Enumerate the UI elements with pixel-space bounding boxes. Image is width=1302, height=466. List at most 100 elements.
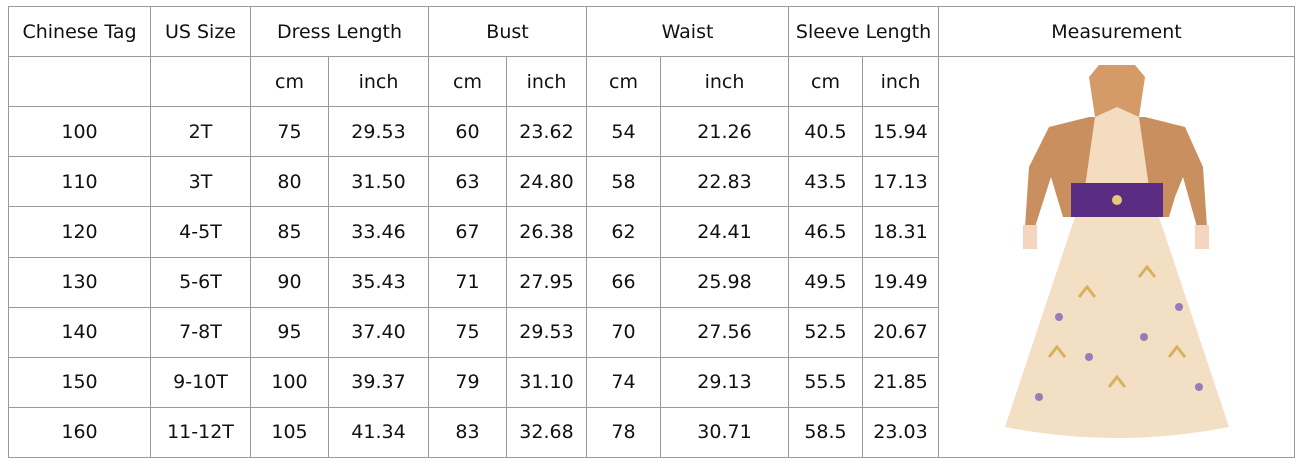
data-cell: 49.5	[788, 256, 863, 308]
data-cell: 41.34	[328, 406, 429, 459]
table-row: cm inch cm inch cm inch cm inch	[8, 55, 1296, 458]
unit-cell: cm	[586, 55, 661, 108]
data-cell: 7-8T	[150, 306, 251, 358]
dress-image	[1005, 65, 1230, 438]
header-cell: Waist	[586, 6, 789, 57]
header-cell: Dress Length	[250, 6, 429, 57]
data-cell: 79	[428, 356, 507, 408]
unit-cell: cm	[250, 55, 329, 108]
data-cell: 160	[8, 406, 151, 459]
cuff-left	[1023, 225, 1038, 249]
unit-cell: cm	[788, 55, 863, 108]
collar	[1089, 65, 1146, 117]
data-cell: 19.49	[861, 256, 940, 308]
data-cell: 32.68	[506, 406, 587, 459]
data-cell: 95	[250, 306, 329, 358]
table-row: Chinese Tag US Size Dress Length Bust Waist S…	[8, 6, 1296, 57]
data-cell: 71	[428, 256, 507, 308]
sash-ornament	[1112, 195, 1123, 205]
data-cell: 22.83	[660, 156, 789, 208]
data-cell: 33.46	[328, 206, 429, 258]
unit-cell: inch	[861, 55, 940, 108]
unit-cell: cm	[428, 55, 507, 108]
data-cell: 3T	[150, 156, 251, 208]
data-cell: 37.40	[328, 306, 429, 358]
data-cell: 70	[586, 306, 661, 358]
bodice	[1085, 107, 1150, 187]
cuff-right	[1195, 225, 1210, 249]
table-row: 150 9-10T 100 39.37 79 31.10 74 29.13 55.5 21.85	[8, 356, 1295, 408]
data-cell: 58	[586, 156, 661, 208]
data-cell: 120	[8, 206, 151, 258]
table-row: 140 7-8T 95 37.40 75 29.53 70 27.56 52.5 20.67	[8, 306, 1295, 358]
data-cell: 63	[428, 156, 507, 208]
data-cell: 31.10	[506, 356, 587, 408]
data-cell: 40.5	[788, 106, 863, 158]
data-cell: 21.26	[660, 106, 789, 158]
unit-cell: inch	[328, 55, 429, 108]
header-cell: Measurement	[938, 6, 1296, 57]
data-cell: 25.98	[660, 256, 789, 308]
data-cell: 15.94	[861, 106, 940, 158]
data-cell: 2T	[150, 106, 251, 158]
table-row: 120 4-5T 85 33.46 67 26.38 62 24.41 46.5 18.31	[8, 206, 1295, 258]
data-cell: 75	[250, 106, 329, 158]
table-body: Chinese Tag US Size Dress Length Bust Waist S…	[8, 6, 1296, 459]
data-cell: 39.37	[328, 356, 429, 408]
table-row: 100 2T 75 29.53 60 23.62 54 21.26 40.5 15.94	[8, 106, 1295, 158]
data-cell: 11-12T	[150, 406, 251, 459]
data-cell: 78	[586, 406, 661, 459]
data-cell: 150	[8, 356, 151, 408]
data-cell: 27.56	[660, 306, 789, 358]
data-cell: 29.53	[506, 306, 587, 358]
data-cell: 52.5	[788, 306, 863, 358]
data-cell: 62	[586, 206, 661, 258]
header-cell: US Size	[150, 6, 251, 57]
data-cell: 17.13	[861, 156, 940, 208]
data-cell: 85	[250, 206, 329, 258]
unit-cell: inch	[506, 55, 587, 108]
data-cell: 30.71	[660, 406, 789, 459]
data-cell: 54	[586, 106, 661, 158]
data-cell: 67	[428, 206, 507, 258]
data-cell: 83	[428, 406, 507, 459]
data-cell: 29.53	[328, 106, 429, 158]
data-cell: 23.62	[506, 106, 587, 158]
table-row: 160 11-12T 105 41.34 83 32.68 78 30.71 58.5 23.03	[8, 406, 1295, 459]
skirt	[1005, 217, 1230, 438]
data-cell: 21.85	[861, 356, 940, 408]
image-cell	[938, 56, 1296, 458]
data-cell: 4-5T	[150, 206, 251, 258]
data-cell: 60	[428, 106, 507, 158]
data-cell: 100	[250, 356, 329, 408]
data-cell: 105	[250, 406, 329, 459]
data-cell: 75	[428, 306, 507, 358]
header-cell: Chinese Tag	[8, 6, 151, 57]
skirt-dots	[1035, 303, 1204, 401]
header-cell: Sleeve Length	[787, 6, 940, 57]
unit-cell: inch	[660, 55, 789, 108]
data-cell: 24.80	[506, 156, 587, 208]
header-cell: Bust	[428, 6, 587, 57]
data-cell: 58.5	[788, 406, 863, 459]
empty-cell	[8, 55, 151, 108]
data-cell: 110	[8, 156, 151, 208]
data-cell: 24.41	[660, 206, 789, 258]
data-cell: 20.67	[861, 306, 940, 358]
data-cell: 9-10T	[150, 356, 251, 408]
data-cell: 31.50	[328, 156, 429, 208]
data-cell: 26.38	[506, 206, 587, 258]
data-cell: 130	[8, 256, 151, 308]
data-cell: 27.95	[506, 256, 587, 308]
data-cell: 74	[586, 356, 661, 408]
data-cell: 100	[8, 106, 151, 158]
data-cell: 55.5	[788, 356, 863, 408]
data-cell: 140	[8, 306, 151, 358]
data-cell: 29.13	[660, 356, 789, 408]
data-cell: 43.5	[788, 156, 863, 208]
data-cell: 35.43	[328, 256, 429, 308]
data-cell: 90	[250, 256, 329, 308]
data-cell: 66	[586, 256, 661, 308]
data-cell: 18.31	[861, 206, 940, 258]
